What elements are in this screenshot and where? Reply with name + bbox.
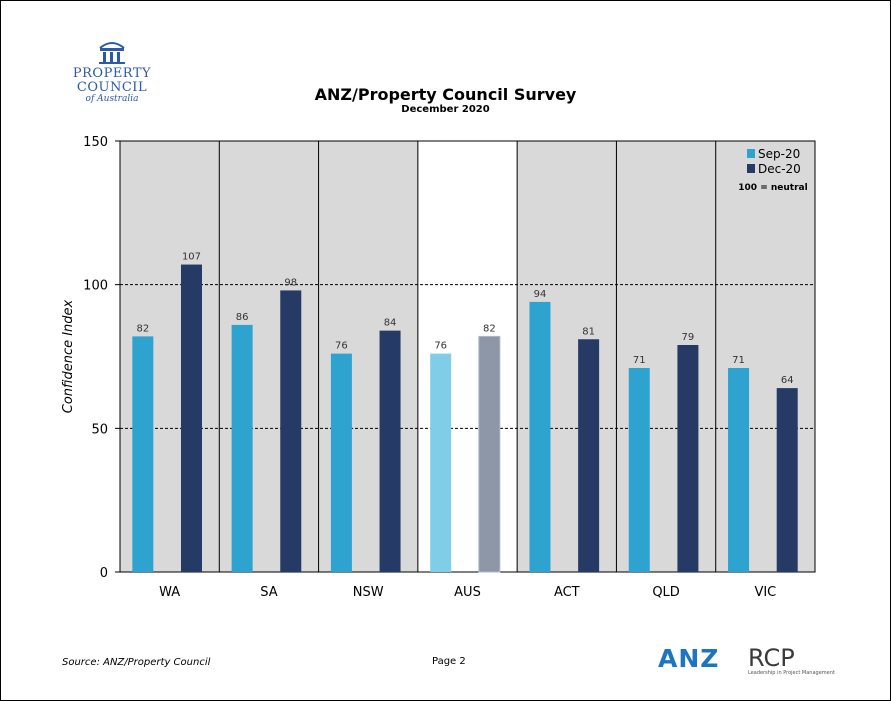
data-label: 76 bbox=[335, 341, 348, 352]
building-icon bbox=[99, 42, 125, 64]
y-tick-label: 50 bbox=[91, 422, 108, 437]
bar-sep-20-wa bbox=[132, 336, 154, 572]
bar-dec-20-vic bbox=[776, 388, 798, 572]
bar-dec-20-nsw bbox=[379, 330, 401, 572]
bar-dec-20-act bbox=[578, 339, 600, 572]
bar-dec-20-wa bbox=[180, 264, 202, 572]
data-label: 71 bbox=[732, 355, 745, 366]
data-label: 71 bbox=[633, 355, 646, 366]
legend-swatch-sep-20 bbox=[747, 149, 755, 158]
legend-label: Sep-20 bbox=[758, 147, 800, 161]
data-label: 82 bbox=[483, 323, 496, 334]
legend-label: Dec-20 bbox=[758, 162, 801, 176]
rcp-logo: RCP bbox=[748, 644, 795, 672]
data-label: 76 bbox=[434, 341, 447, 352]
data-label: 86 bbox=[236, 312, 249, 323]
data-label: 98 bbox=[284, 277, 297, 288]
x-tick-label: SA bbox=[260, 585, 277, 600]
data-label: 107 bbox=[182, 252, 201, 263]
x-tick-label: WA bbox=[159, 585, 180, 600]
x-tick-label: ACT bbox=[554, 585, 580, 600]
legend-swatch-dec-20 bbox=[747, 164, 755, 173]
data-label: 79 bbox=[682, 332, 695, 343]
data-label: 64 bbox=[781, 375, 794, 386]
bar-sep-20-act bbox=[529, 301, 551, 572]
x-tick-label: QLD bbox=[652, 585, 680, 600]
bar-sep-20-qld bbox=[628, 367, 650, 572]
x-tick-label: VIC bbox=[754, 585, 776, 600]
property-council-logo: PROPERTY COUNCIL of Australia bbox=[64, 36, 160, 106]
x-tick-label: AUS bbox=[454, 585, 481, 600]
logo-text-line2: COUNCIL bbox=[76, 80, 148, 95]
bar-dec-20-aus bbox=[478, 335, 501, 573]
bar-sep-20-nsw bbox=[330, 353, 352, 572]
data-label: 82 bbox=[136, 323, 149, 334]
source-note: Source: ANZ/Property Council bbox=[62, 657, 211, 668]
legend-note: 100 = neutral bbox=[738, 183, 807, 193]
logo-text-line3: of Australia bbox=[85, 94, 139, 104]
plot-border bbox=[119, 140, 816, 573]
y-tick-label: 100 bbox=[83, 279, 108, 294]
y-tick-label: 0 bbox=[100, 566, 108, 581]
anz-logo: ANZ bbox=[658, 644, 720, 673]
bar-dec-20-sa bbox=[280, 290, 302, 572]
data-label: 84 bbox=[384, 318, 397, 329]
bar-dec-20-qld bbox=[677, 345, 699, 572]
bar-sep-20-aus bbox=[430, 353, 452, 572]
page-number: Page 2 bbox=[432, 656, 466, 667]
data-label: 94 bbox=[534, 289, 547, 300]
bar-sep-20-vic bbox=[728, 367, 750, 572]
chart-title: ANZ/Property Council Survey bbox=[314, 85, 577, 104]
x-tick-label: NSW bbox=[353, 585, 384, 600]
y-tick-label: 150 bbox=[83, 135, 108, 150]
rcp-tagline: Leadership in Project Management bbox=[748, 670, 835, 676]
chart-subtitle: December 2020 bbox=[401, 104, 490, 115]
bar-sep-20-sa bbox=[231, 324, 253, 572]
logo-text-line1: PROPERTY bbox=[72, 66, 152, 81]
data-label: 81 bbox=[582, 326, 595, 337]
y-axis-label: Confidence Index bbox=[61, 299, 76, 413]
